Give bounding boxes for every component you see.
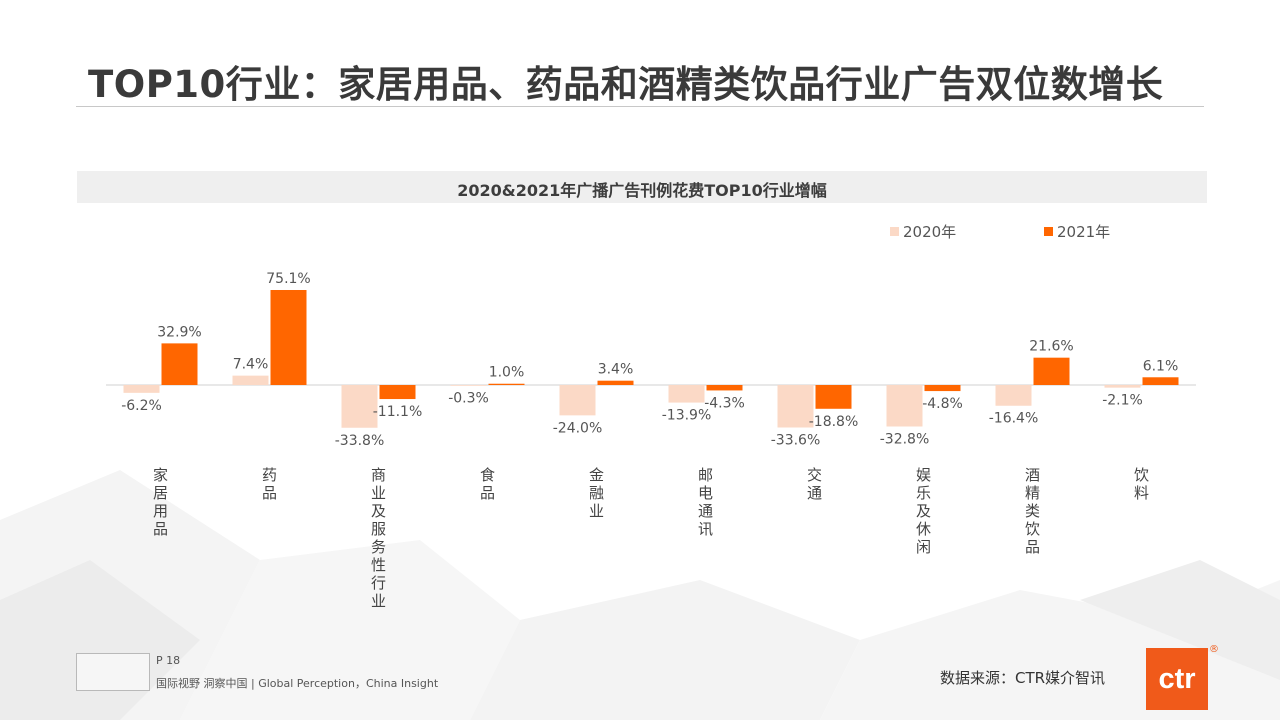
data-label-2021: 21.6%	[1029, 339, 1073, 355]
category-label: 食品	[480, 466, 495, 502]
registered-mark: ®	[1209, 644, 1219, 655]
category-label: 商业及服务性行业	[371, 466, 386, 610]
data-source: 数据来源：CTR媒介智讯	[940, 669, 1106, 687]
data-label-2020: -33.8%	[335, 433, 385, 449]
bar-2020	[341, 385, 378, 428]
legend-item-2021: 2021年	[1044, 221, 1110, 242]
data-label-2020: 7.4%	[233, 357, 269, 373]
bar-2020	[232, 375, 269, 385]
category-label: 饮料	[1134, 466, 1149, 502]
data-label-2021: 32.9%	[157, 324, 201, 340]
category-label: 交通	[807, 466, 822, 502]
certification-logo	[76, 653, 150, 691]
category-label: 娱乐及休闲	[916, 466, 931, 556]
bar-2021	[488, 383, 525, 385]
category-label: 家居用品	[153, 466, 168, 538]
bar-2021	[924, 385, 961, 392]
bar-2020	[450, 385, 487, 386]
bar-2020	[559, 385, 596, 416]
data-label-2021: -18.8%	[809, 414, 859, 430]
page-number: P 18	[156, 654, 181, 667]
data-label-2020: -2.1%	[1102, 393, 1143, 409]
data-label-2020: -32.8%	[880, 431, 930, 447]
data-label-2020: -16.4%	[989, 411, 1039, 427]
bar-2020	[777, 385, 814, 428]
bar-2020	[995, 385, 1032, 406]
bar-2020	[886, 385, 923, 427]
data-label-2021: -4.8%	[922, 396, 963, 412]
title-divider	[76, 106, 1204, 107]
bar-2021	[1033, 357, 1070, 385]
data-label-2021: 75.1%	[266, 271, 310, 287]
data-label-2021: -4.3%	[704, 395, 745, 411]
slide-title: TOP10行业：家居用品、药品和酒精类饮品行业广告双位数增长	[88, 63, 1164, 106]
category-label: 酒精类饮品	[1025, 466, 1040, 556]
data-label-2020: -33.6%	[771, 433, 821, 449]
data-label-2020: -6.2%	[121, 398, 162, 414]
legend-item-2020: 2020年	[890, 221, 956, 242]
data-label-2020: -24.0%	[553, 420, 603, 436]
category-label: 药品	[262, 466, 277, 502]
bar-2021	[270, 289, 307, 385]
legend-label-2020: 2020年	[903, 223, 957, 241]
data-label-2021: 1.0%	[489, 365, 525, 381]
bar-2021	[161, 343, 198, 385]
bar-2021	[379, 385, 416, 400]
data-label-2020: -13.9%	[662, 408, 712, 424]
bar-2020	[1104, 385, 1141, 388]
legend-label-2021: 2021年	[1057, 223, 1111, 241]
data-label-2021: -11.1%	[373, 404, 423, 420]
legend-swatch-2021	[1044, 227, 1053, 236]
ctr-logo: ctr	[1146, 648, 1208, 710]
chart-title-banner: 2020&2021年广播广告刊例花费TOP10行业增幅	[77, 171, 1207, 203]
bar-2020	[668, 385, 705, 403]
data-label-2021: 3.4%	[598, 362, 634, 378]
category-label: 金融业	[589, 466, 604, 520]
legend-swatch-2020	[890, 227, 899, 236]
footer-slogan: 国际视野 洞察中国 | Global Perception，China Insi…	[156, 677, 439, 690]
chart-title: 2020&2021年广播广告刊例花费TOP10行业增幅	[457, 181, 827, 200]
bar-2021	[1142, 377, 1179, 385]
bar-2021	[597, 380, 634, 385]
bar-2020	[123, 385, 160, 393]
bar-2021	[815, 385, 852, 409]
category-label: 邮电通讯	[698, 466, 713, 538]
data-label-2020: -0.3%	[448, 390, 489, 406]
data-label-2021: 6.1%	[1143, 358, 1179, 374]
bar-2021	[706, 385, 743, 391]
